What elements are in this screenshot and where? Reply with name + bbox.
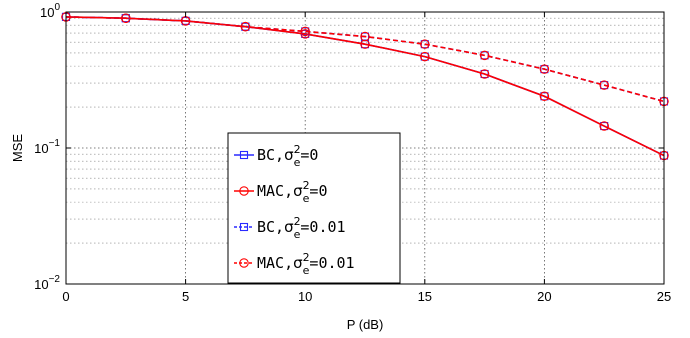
- data-point: [600, 122, 609, 131]
- x-tick-label: 5: [182, 289, 189, 304]
- series-4: [61, 12, 669, 107]
- legend-marker: [239, 150, 249, 160]
- y-tick-label: 10−1: [34, 138, 60, 156]
- legend-label: BC,σ2 e=0.01: [257, 215, 346, 241]
- x-tick-label: 15: [418, 289, 432, 304]
- legend-item: BC,σ2 e=0.01: [234, 215, 346, 241]
- x-tick-label: 25: [657, 289, 671, 304]
- legend-marker: [239, 258, 249, 268]
- x-tick-label: 10: [298, 289, 312, 304]
- y-tick-label: 10−2: [34, 274, 60, 292]
- y-tick-label: 100: [40, 2, 60, 20]
- data-point: [420, 39, 430, 49]
- tick-layer: 0 5 10 15 20 25 100 10−1 10−2: [34, 2, 671, 304]
- data-point: [240, 21, 251, 32]
- data-point: [479, 50, 490, 61]
- legend-label: BC,σ2 e=0: [257, 143, 318, 169]
- data-point: [540, 92, 549, 101]
- legend-label: MAC,σ2 e=0.01: [257, 251, 355, 277]
- data-point: [540, 65, 549, 74]
- data-point: [479, 69, 490, 79]
- data-point: [480, 69, 489, 79]
- data-point: [599, 121, 609, 131]
- x-tick-label: 20: [537, 289, 551, 304]
- legend-marker: [239, 222, 249, 232]
- legend-item: BC,σ2 e=0: [234, 143, 318, 169]
- x-tick-label: 0: [62, 289, 69, 304]
- y-axis-label: MSE: [10, 134, 25, 163]
- legend: BC,σ2 e=0 MAC,σ2 e=0 BC,σ2 e=0.01 MAC,σ2 e=0.01: [227, 132, 401, 284]
- series-layer: [61, 12, 669, 161]
- data-point: [420, 51, 430, 62]
- data-point: [360, 31, 370, 42]
- legend-marker: [239, 186, 249, 196]
- data-point: [539, 64, 550, 74]
- data-point: [300, 26, 310, 37]
- series-line: [65, 16, 665, 103]
- data-point: [300, 29, 310, 39]
- x-axis-label: P (dB): [347, 317, 384, 332]
- data-point: [121, 13, 131, 23]
- data-point: [599, 80, 609, 90]
- legend-box: [227, 132, 401, 284]
- legend-item: MAC,σ2 e=0: [234, 179, 327, 205]
- data-point: [600, 81, 609, 90]
- legend-label: MAC,σ2 e=0: [257, 179, 327, 205]
- data-point: [539, 91, 550, 102]
- legend-item: MAC,σ2 e=0.01: [234, 251, 355, 277]
